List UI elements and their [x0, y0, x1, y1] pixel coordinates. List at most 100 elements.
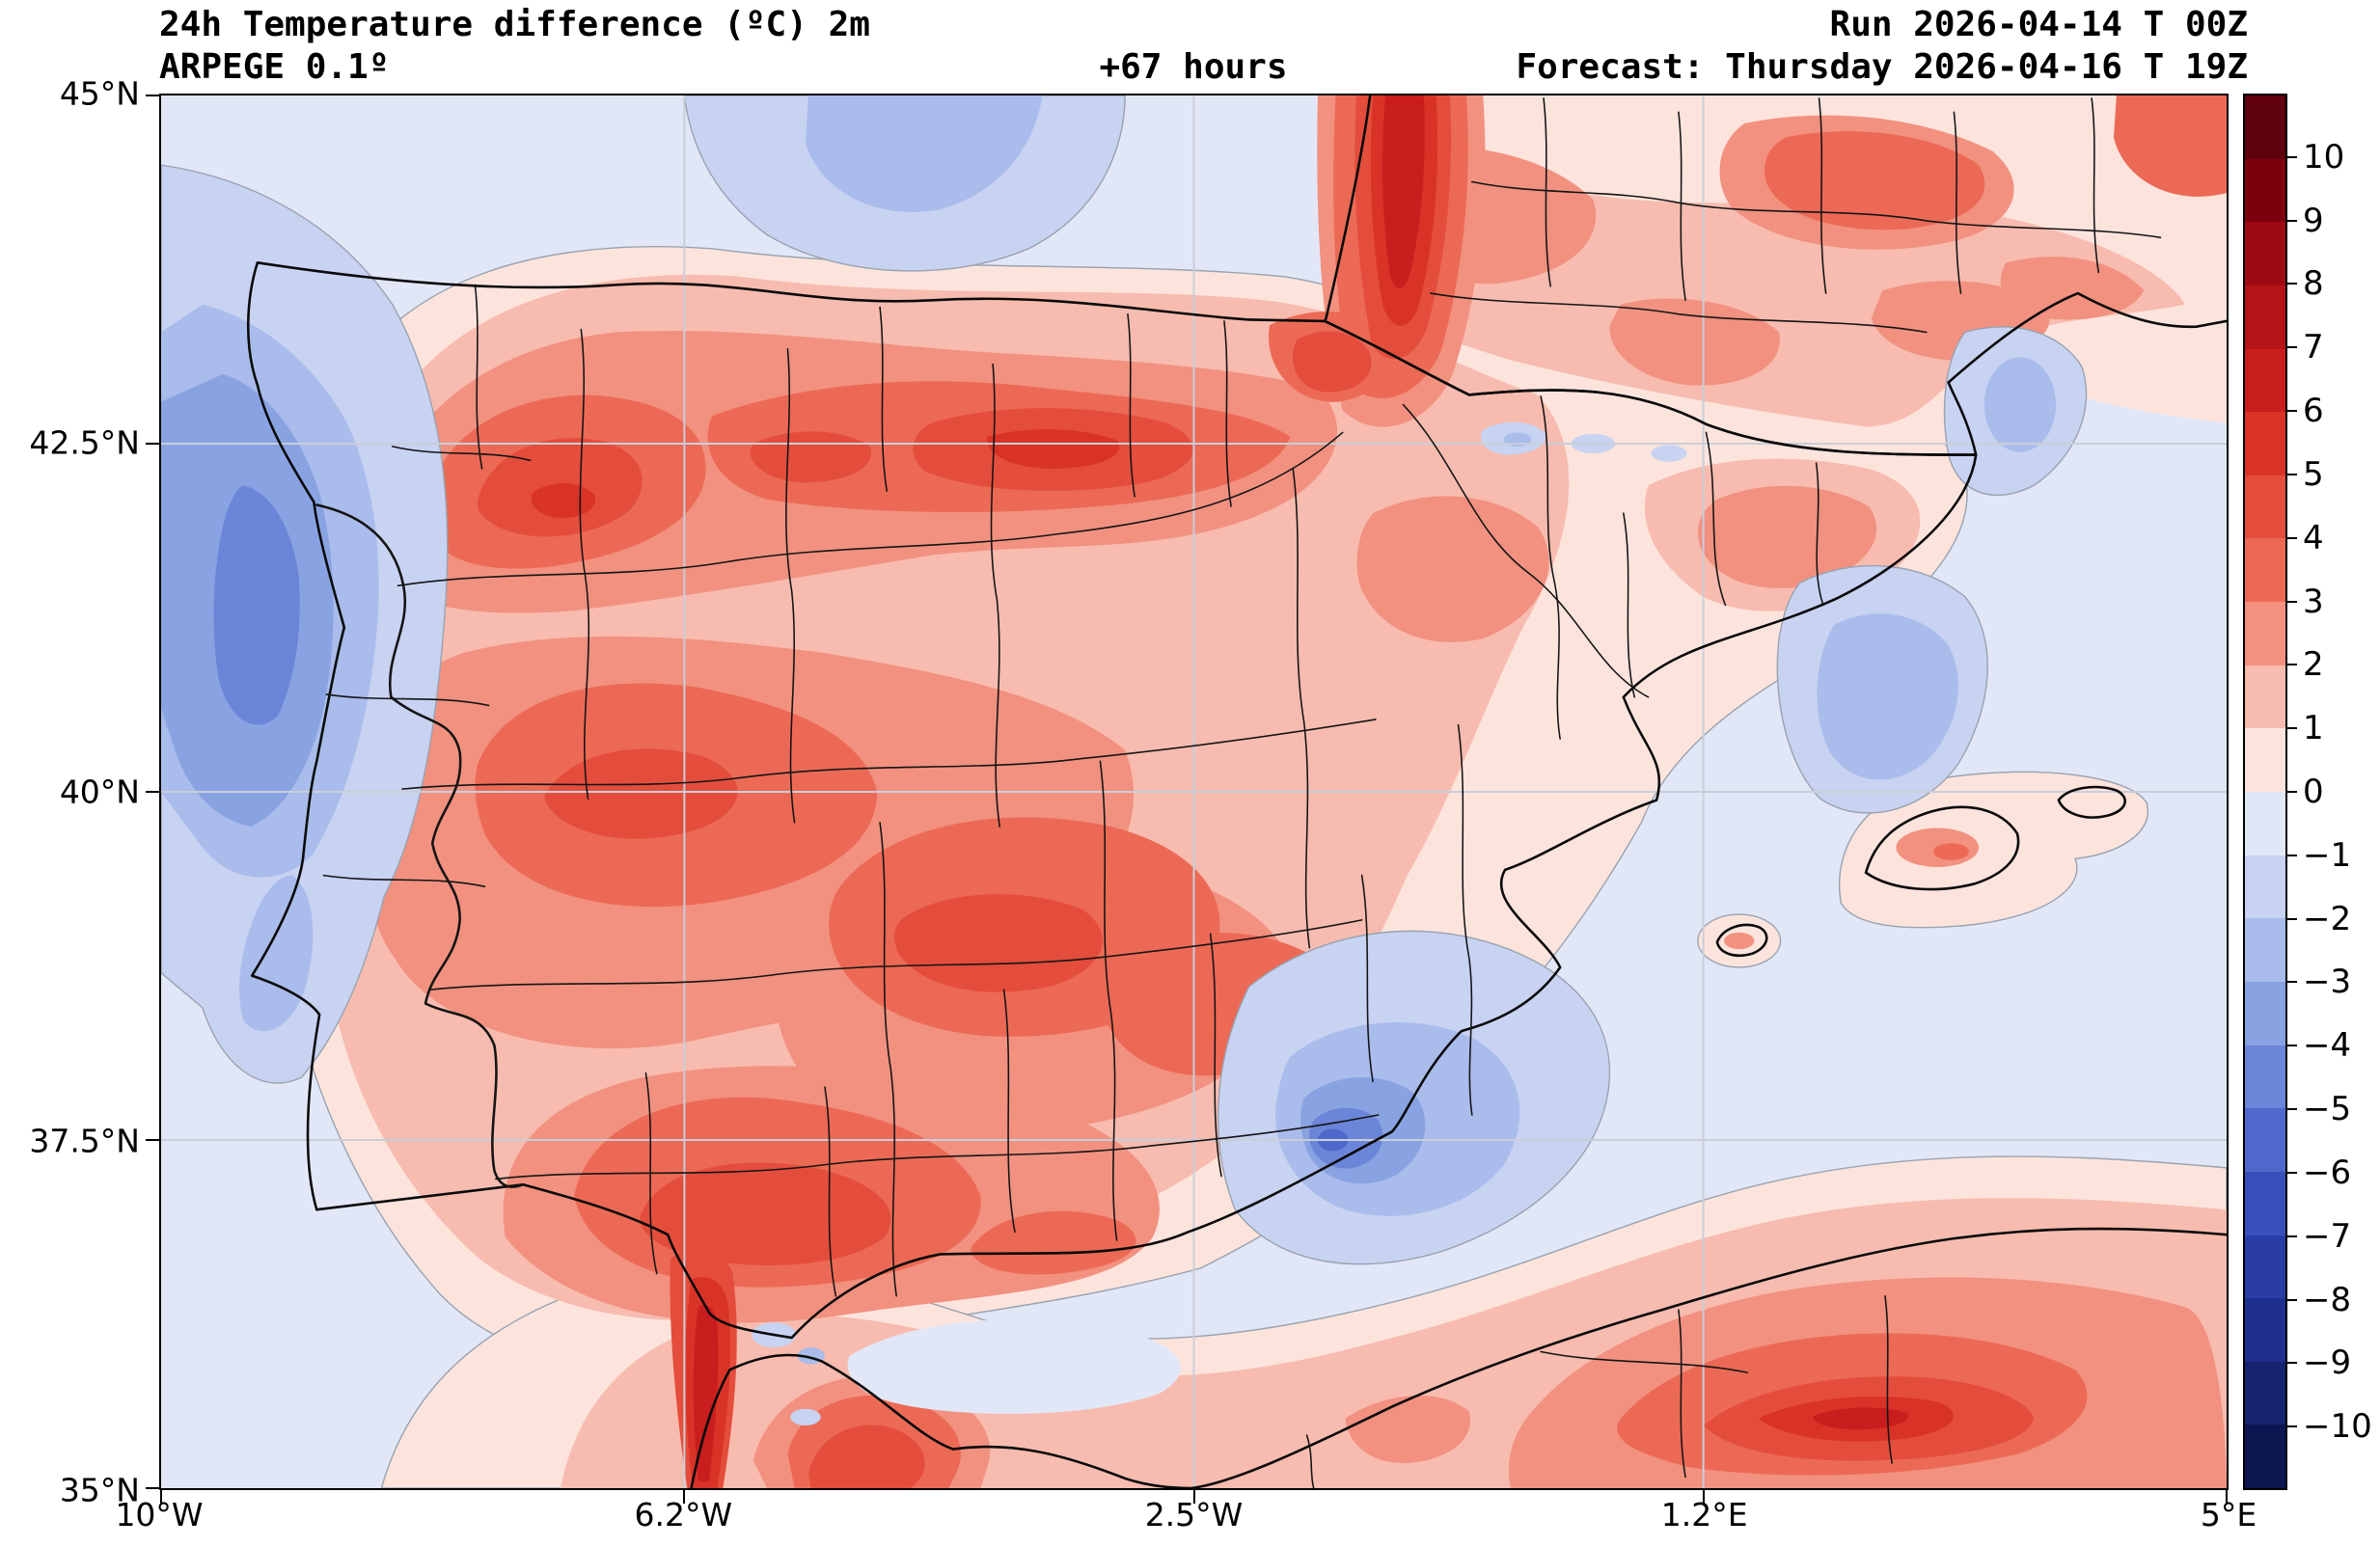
- colorbar-tick-mark: [2287, 536, 2297, 539]
- contour-region: [1292, 331, 1372, 393]
- colorbar-tick-mark: [2287, 1425, 2297, 1428]
- colorbar-tick-label: 2: [2303, 645, 2324, 685]
- colorbar-tick-mark: [2287, 1171, 2297, 1174]
- colorbar-tick-mark: [2287, 854, 2297, 856]
- province-border: [400, 719, 1377, 790]
- lat-tick-label: 42.5°N: [29, 423, 140, 462]
- province-border: [579, 328, 590, 801]
- province-border: [1540, 395, 1561, 740]
- province-border: [1099, 760, 1118, 1241]
- department-border: [1818, 97, 1827, 294]
- colorbar-tick-mark: [2287, 1235, 2297, 1237]
- province-border: [397, 431, 1344, 587]
- africa-coastline: [690, 1227, 2227, 1488]
- colorbar-tick-label: −5: [2303, 1090, 2352, 1129]
- colorbar-tick-label: −3: [2303, 963, 2352, 1002]
- province-border: [1815, 462, 1824, 607]
- department-border: [1471, 180, 2162, 239]
- forecast-label: Forecast: Thursday 2026-04-16 T 19Z: [1516, 47, 2248, 87]
- colorbar-tick-label: −6: [2303, 1153, 2352, 1192]
- axis-tick-mark: [146, 1487, 159, 1489]
- lat-tick-label: 37.5°N: [29, 1122, 140, 1160]
- colorbar-segment: [2245, 602, 2285, 665]
- colorbar-tick-label: 3: [2303, 582, 2324, 621]
- contour-region: [213, 485, 300, 725]
- colorbar-segment: [2245, 792, 2285, 855]
- province-border: [1127, 312, 1135, 498]
- colorbar-segment: [2245, 1425, 2285, 1489]
- colorbar-segment: [2245, 1361, 2285, 1425]
- lat-tick-label: 35°N: [59, 1471, 140, 1509]
- province-border: [474, 284, 483, 470]
- lat-tick-label: 40°N: [59, 773, 140, 811]
- contour-region: [1609, 298, 1780, 386]
- province-border: [1402, 403, 1650, 698]
- axis-tick-mark: [146, 443, 159, 445]
- colorbar-tick-label: 8: [2303, 264, 2324, 304]
- colorbar-segment: [2245, 1045, 2285, 1109]
- province-border: [325, 693, 490, 707]
- province-border: [1292, 468, 1311, 949]
- colorbar-tick-mark: [2287, 1045, 2297, 1047]
- colorbar-tick-mark: [2287, 155, 2297, 158]
- colorbar-tick-mark: [2287, 727, 2297, 730]
- colorbar-tick-label: 6: [2303, 392, 2324, 431]
- province-border: [1705, 431, 1727, 607]
- colorbar-tick-label: −7: [2303, 1216, 2352, 1256]
- portugal-spain-border: [315, 503, 525, 1188]
- colorbar-tick-mark: [2287, 981, 2297, 984]
- province-border: [824, 1086, 837, 1297]
- lon-tick-label: 10°W: [115, 1496, 204, 1533]
- colorbar-tick-mark: [2287, 1362, 2297, 1365]
- province-border: [644, 1072, 658, 1275]
- contour-region: [1724, 932, 1755, 950]
- contour-region: [894, 894, 1103, 992]
- admin-borders-layer: [315, 97, 2162, 1488]
- province-border: [1623, 512, 1636, 698]
- colorbar-tick-label: 4: [2303, 518, 2324, 557]
- province-border: [879, 821, 897, 1297]
- colorbar-tick-mark: [2287, 346, 2297, 349]
- lon-tick-label: 6.2°W: [634, 1496, 733, 1533]
- colorbar-segment: [2245, 222, 2285, 285]
- province-border: [785, 348, 796, 824]
- colorbar-segment: [2245, 158, 2285, 223]
- colorbar-tick-mark: [2287, 791, 2297, 793]
- axis-tick-mark: [146, 95, 159, 96]
- y-axis: 45°N 42.5°N 40°N 37.5°N 35°N: [0, 75, 148, 1509]
- contour-region: [1345, 1395, 1471, 1464]
- africa-border: [1884, 1294, 1893, 1464]
- province-border: [392, 446, 532, 462]
- ibiza-coastline: [1715, 923, 1768, 958]
- department-border: [1543, 97, 1551, 287]
- contour-region: [544, 748, 738, 839]
- colorbar-tick-mark: [2287, 917, 2297, 920]
- contour-region: [2113, 95, 2227, 197]
- province-border: [1002, 989, 1016, 1234]
- colorbar-tick-mark: [2287, 1298, 2297, 1301]
- axis-tick-mark: [146, 791, 159, 793]
- lon-tick-label: 2.5°W: [1144, 1496, 1244, 1533]
- colorbar-tick-label: 0: [2303, 773, 2324, 811]
- colorbar-tick-mark: [2287, 664, 2297, 666]
- colorbar-segment: [2245, 412, 2285, 475]
- lon-tick-label: 1.2°E: [1660, 1496, 1748, 1533]
- department-border: [2091, 97, 2100, 274]
- colorbar-tick-label: −8: [2303, 1280, 2352, 1319]
- contour-region: [807, 1425, 925, 1488]
- province-border: [1457, 723, 1473, 1116]
- contour-region: [790, 1408, 821, 1426]
- contour-region: [1651, 445, 1687, 462]
- axis-tick-mark: [683, 1490, 686, 1504]
- temp-field-warm-cores: [531, 95, 1954, 1488]
- province-border: [1360, 874, 1374, 1083]
- colorbar-segment: [2245, 981, 2285, 1045]
- province-border: [322, 874, 486, 887]
- colorbar-segment: [2245, 285, 2285, 349]
- map-title: 24h Temperature difference (ºC) 2m: [159, 5, 870, 44]
- run-label: Run 2026-04-14 T 00Z: [1829, 5, 2248, 44]
- colorbar-segment: [2245, 855, 2285, 919]
- contour-region: [805, 95, 1043, 212]
- colorbar-segment: [2245, 1235, 2285, 1299]
